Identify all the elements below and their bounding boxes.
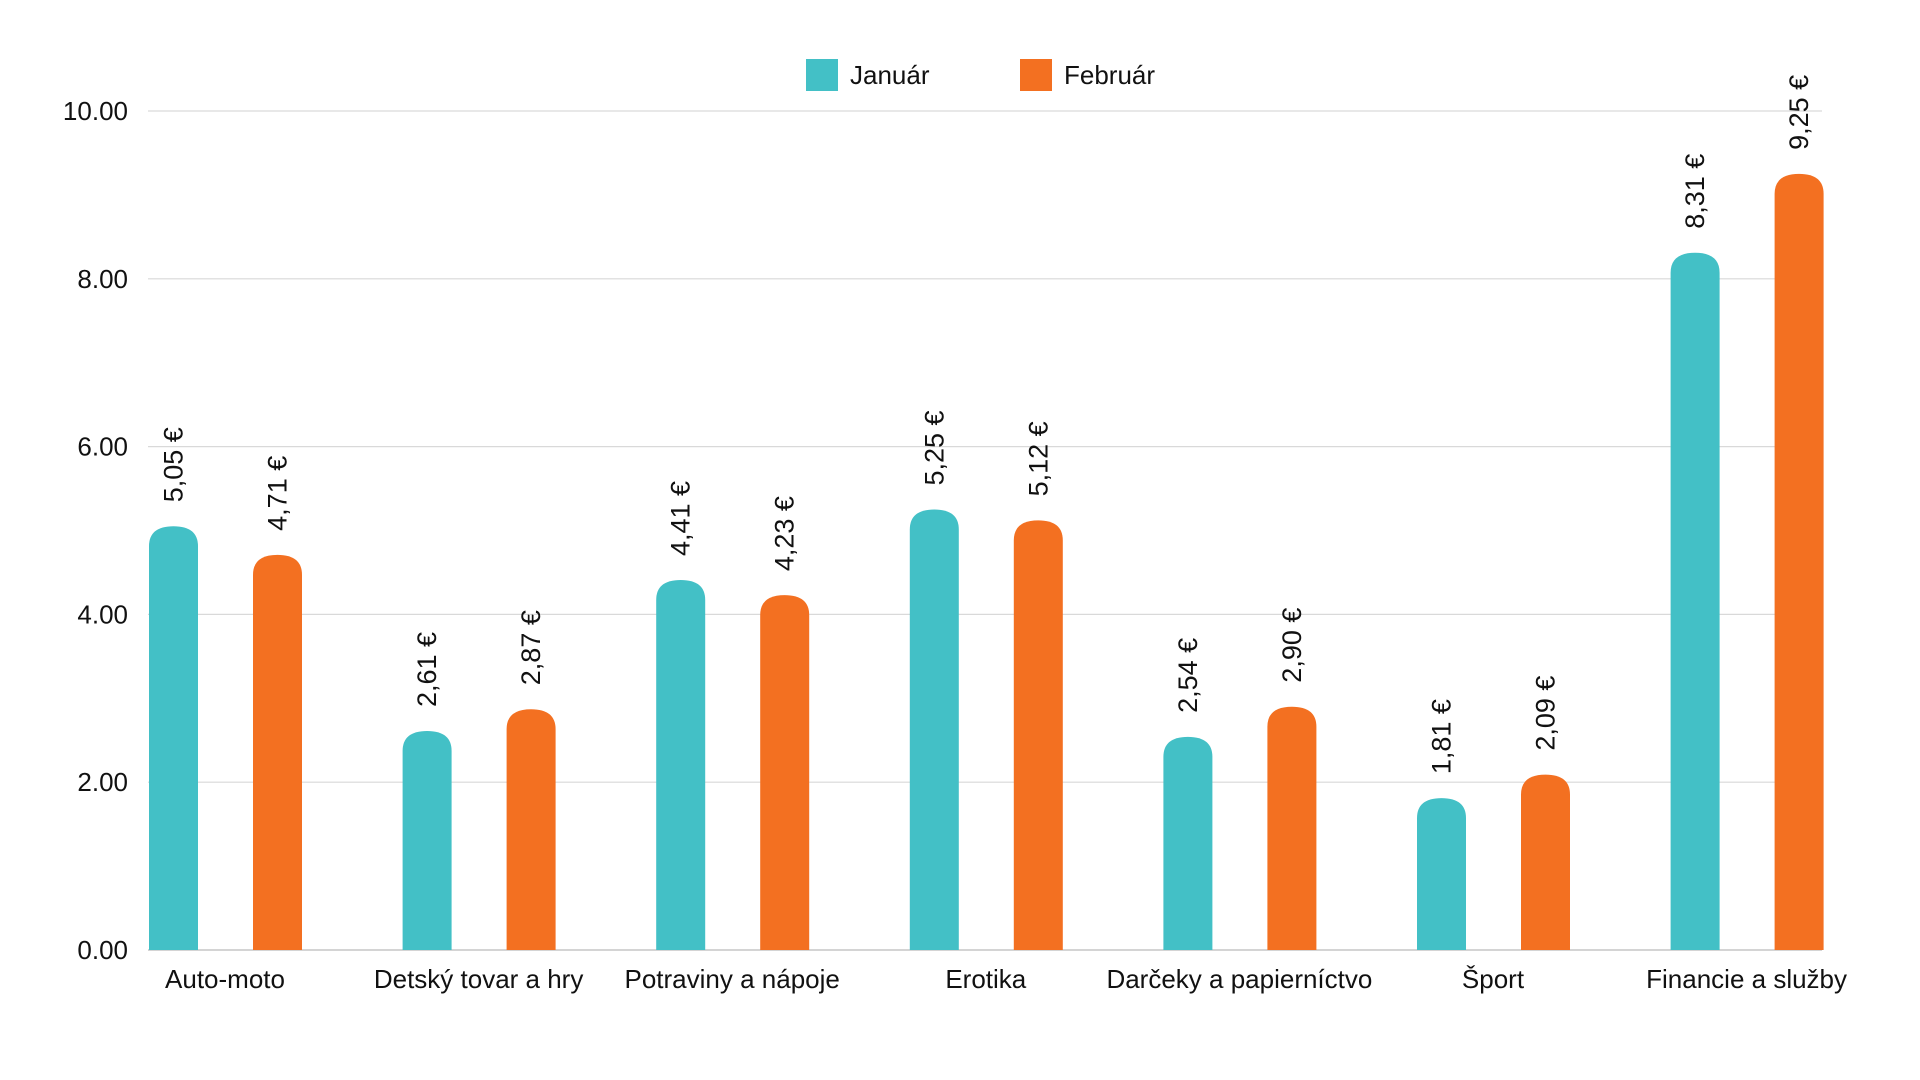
data-label: 2,87 € <box>516 610 546 685</box>
bars: 5,05 € 4,71 € 2,61 € 2,87 € 4,41 € 4,23 € 5,25… <box>149 75 1824 951</box>
data-label: 2,61 € <box>412 632 442 707</box>
bar-februar <box>1013 520 1063 950</box>
data-label: 9,25 € <box>1784 75 1814 150</box>
bar-januar <box>656 580 706 950</box>
y-tick-label: 8.00 <box>77 264 128 294</box>
legend-label: Január <box>850 60 930 90</box>
data-label: 4,71 € <box>263 456 293 531</box>
data-label: 5,25 € <box>919 410 949 485</box>
x-tick-label: Erotika <box>945 964 1026 994</box>
legend-swatch <box>806 59 838 91</box>
data-label: 2,54 € <box>1173 638 1203 713</box>
data-label: 8,31 € <box>1680 154 1710 229</box>
bar-januar <box>402 731 452 950</box>
y-tick-label: 4.00 <box>77 599 128 629</box>
x-tick-label: Darčeky a papierníctvo <box>1106 964 1372 994</box>
x-tick-label: Financie a služby <box>1646 964 1847 994</box>
bar-februar <box>253 554 302 950</box>
x-tick-label: Detský tovar a hry <box>374 964 584 994</box>
bar-februar <box>1267 706 1317 950</box>
bar-februar <box>1774 173 1824 951</box>
bar-januar <box>1163 736 1213 950</box>
x-tick-label: Auto-moto <box>165 964 285 994</box>
bar-januar <box>1417 798 1466 950</box>
x-axis: Auto-moto Detský tovar a hry Potraviny a n… <box>165 964 1847 994</box>
data-label: 5,05 € <box>159 427 189 502</box>
x-tick-label: Potraviny a nápoje <box>625 964 840 994</box>
x-tick-label: Šport <box>1462 964 1525 994</box>
data-label: 1,81 € <box>1427 699 1457 774</box>
y-axis: 0.00 2.00 4.00 6.00 8.00 10.00 <box>63 96 128 965</box>
legend-label: Február <box>1064 60 1155 90</box>
data-label: 2,09 € <box>1531 676 1561 751</box>
bar-februar <box>760 595 810 950</box>
y-tick-label: 6.00 <box>77 432 128 462</box>
y-tick-label: 0.00 <box>77 935 128 965</box>
legend: Január Február <box>806 59 1155 91</box>
data-label: 4,23 € <box>770 496 800 571</box>
y-tick-label: 10.00 <box>63 96 128 126</box>
bar-januar <box>909 509 959 950</box>
gridlines <box>148 110 1822 951</box>
data-label: 5,12 € <box>1023 421 1053 496</box>
bar-februar <box>1521 774 1570 950</box>
bar-februar <box>506 709 556 950</box>
data-label: 4,41 € <box>666 481 696 556</box>
data-label: 2,90 € <box>1277 608 1307 683</box>
bar-januar <box>1670 252 1720 950</box>
legend-swatch <box>1020 59 1052 91</box>
bar-januar <box>149 526 198 950</box>
y-tick-label: 2.00 <box>77 767 128 797</box>
